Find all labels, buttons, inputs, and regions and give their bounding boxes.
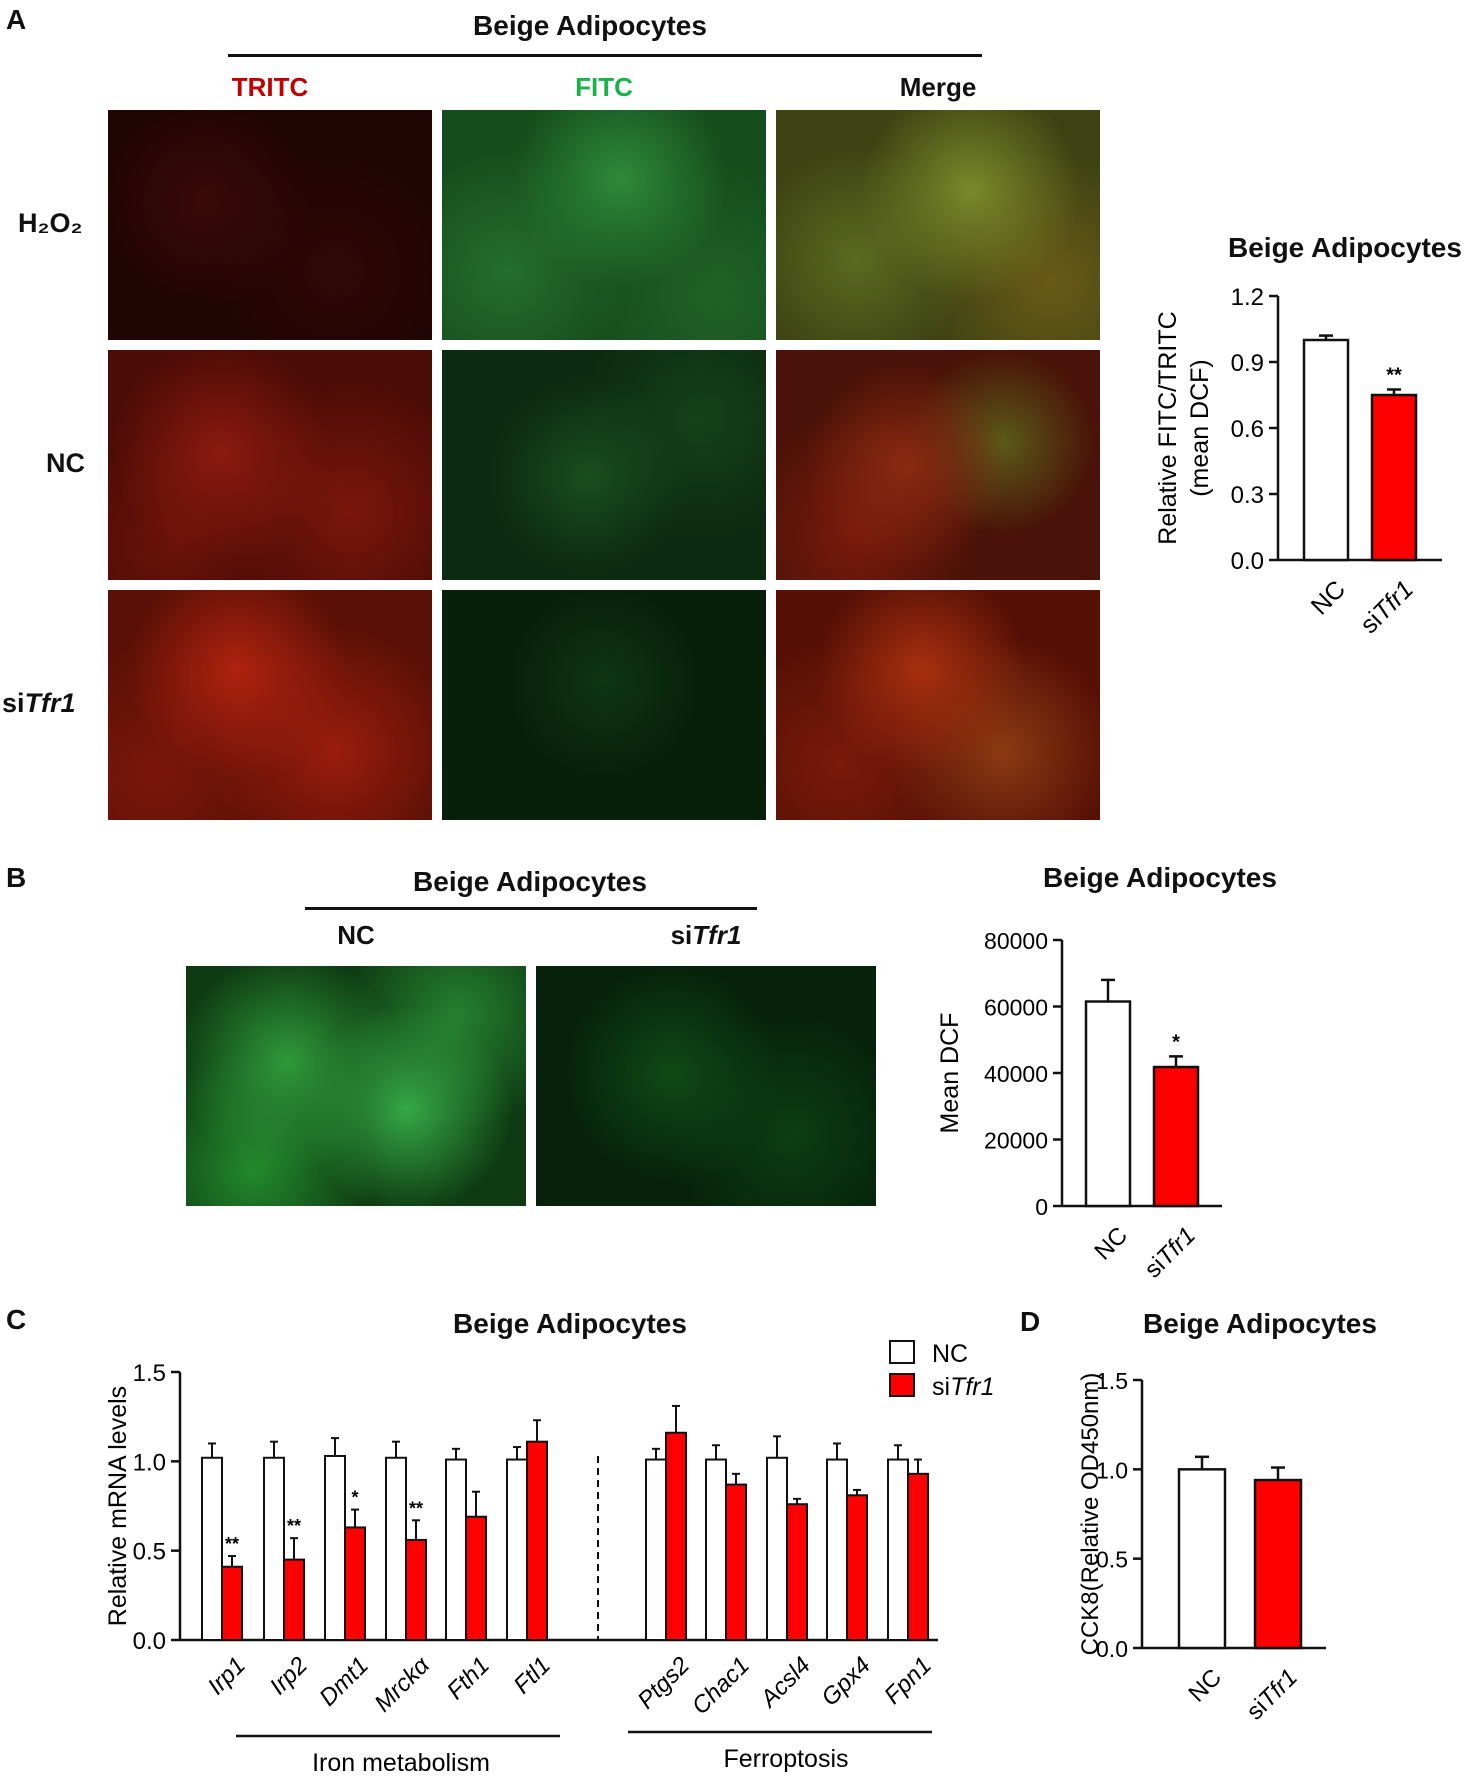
panel-d-letter: D <box>1020 1306 1041 1337</box>
chart-b-y-label: Mean DCF <box>936 1013 964 1134</box>
chart-c-bar-nc <box>201 1456 223 1642</box>
chart-a-y-tick-label: 0.9 <box>1231 350 1264 377</box>
chart-c-legend-label-sitfr1: siTfr1 <box>932 1373 995 1401</box>
chart-c-y-tick-label: 1.5 <box>133 1360 166 1387</box>
chart-d-y-label: CCK8(Relative OD450nm) <box>1077 1373 1104 1656</box>
chart-b-bar-nc <box>1084 1000 1132 1208</box>
micrograph-b-sitfr1 <box>536 966 876 1206</box>
chart-c-bar-sitfr1 <box>907 1472 929 1641</box>
chart-c-legend-label-nc: NC <box>932 1340 968 1368</box>
chart-d-bar-sitfr1 <box>1253 1478 1303 1650</box>
channel-label-merge: Merge <box>899 72 977 102</box>
channel-label-tritc: TRITC <box>231 72 309 102</box>
chart-d-bar-nc <box>1177 1468 1227 1650</box>
micrograph-sitfr1-merge <box>776 590 1100 820</box>
chart-b-significance: * <box>1172 1031 1180 1053</box>
chart-c-bar-sitfr1 <box>405 1538 427 1641</box>
chart-c-bar-sitfr1 <box>665 1431 687 1642</box>
chart-b-y-tick-label: 60000 <box>984 995 1048 1021</box>
channel-label-fitc: FITC <box>575 72 633 102</box>
chart-c-bar-sitfr1 <box>725 1483 747 1642</box>
micrograph-h2o2-fitc <box>442 110 766 340</box>
micrograph-sitfr1-tritc <box>108 590 432 820</box>
panel-b-group-title: Beige Adipocytes <box>413 866 647 897</box>
chart-c-group1-label: Iron metabolism <box>312 1749 490 1777</box>
chart-a-y-tick-label: 1.2 <box>1231 284 1264 311</box>
panel-b-col-label-nc: NC <box>337 920 375 950</box>
chart-c-bar-sitfr1 <box>786 1503 808 1642</box>
micrograph-nc-fitc <box>442 350 766 580</box>
panel-a-group-title: Beige Adipocytes <box>473 10 707 41</box>
chart-a-y-tick-label: 0.6 <box>1231 416 1264 443</box>
micrograph-b-nc <box>186 966 526 1206</box>
panel-a-letter: A <box>6 4 27 35</box>
chart-c-bar-sitfr1 <box>846 1494 868 1642</box>
panel-b-group-line <box>305 907 757 910</box>
chart-c-legend-swatch-sitfr1 <box>889 1373 915 1397</box>
chart-d-x-label: siTfr1 <box>1241 1664 1303 1726</box>
chart-b-bar-sitfr1 <box>1152 1065 1200 1208</box>
chart-a-significance: ** <box>1386 365 1402 387</box>
chart-b-y-tick-label: 20000 <box>984 1128 1048 1154</box>
panel-a-group-line <box>228 54 982 57</box>
chart-b-y-tick-label: 80000 <box>984 928 1048 954</box>
row-label-nc: NC <box>46 448 85 478</box>
chart-d-y-tick-label: 0.5 <box>1096 1547 1128 1573</box>
panel-a-chart-title: Beige Adipocytes <box>1228 232 1462 263</box>
chart-c-bar-nc <box>263 1456 285 1642</box>
chart-c-legend-swatch-nc <box>889 1340 915 1364</box>
chart-c-bar-sitfr1 <box>283 1558 305 1641</box>
panel-b-letter: B <box>6 862 27 893</box>
chart-c-significance: * <box>351 1488 358 1508</box>
chart-c-bar-sitfr1 <box>526 1440 548 1642</box>
panel-b-chart-title: Beige Adipocytes <box>1043 862 1277 893</box>
chart-c-y-tick-label: 0.0 <box>133 1628 166 1655</box>
row-label-h2o2: H₂O₂ <box>18 208 83 238</box>
chart-c-bar-sitfr1 <box>465 1515 487 1641</box>
chart-a-y-label-line2: (mean DCF) <box>1186 359 1214 497</box>
panel-c-title: Beige Adipocytes <box>453 1308 687 1339</box>
chart-a-y-label-line1: Relative FITC/TRITC <box>1154 311 1182 544</box>
micrograph-h2o2-tritc <box>108 110 432 340</box>
chart-c-bar-sitfr1 <box>344 1526 366 1641</box>
micrograph-nc-merge <box>776 350 1100 580</box>
chart-a-bar-sitfr1 <box>1370 393 1418 562</box>
chart-a-bar-nc <box>1302 338 1350 562</box>
chart-c-group2-label: Ferroptosis <box>723 1745 848 1773</box>
chart-c-significance: ** <box>409 1498 423 1518</box>
chart-d-y-tick-label: 0.0 <box>1096 1636 1128 1662</box>
chart-a-y-tick-label: 0.3 <box>1231 482 1264 509</box>
chart-b-y-tick-label: 40000 <box>984 1061 1048 1087</box>
chart-c-y-tick-label: 0.5 <box>133 1539 166 1566</box>
chart-c-bar-sitfr1 <box>221 1565 243 1642</box>
chart-c-significance: ** <box>225 1534 239 1554</box>
micrograph-nc-tritc <box>108 350 432 580</box>
chart-c-y-tick-label: 1.0 <box>133 1449 166 1476</box>
panel-c-letter: C <box>6 1304 27 1335</box>
row-label-sitfr1: siTfr1 <box>2 688 76 718</box>
chart-d-y-tick-label: 1.0 <box>1096 1457 1128 1483</box>
chart-b-y-tick-label: 0 <box>1035 1194 1048 1220</box>
micrograph-h2o2-merge <box>776 110 1100 340</box>
chart-a-y-tick-label: 0.0 <box>1231 548 1264 575</box>
chart-d-x-label: NC <box>1183 1664 1227 1708</box>
panel-d-title: Beige Adipocytes <box>1143 1308 1377 1339</box>
chart-d-y-tick-label: 1.5 <box>1096 1368 1128 1394</box>
panel-b-col-label-sitfr1: siTfr1 <box>670 920 742 950</box>
micrograph-sitfr1-fitc <box>442 590 766 820</box>
chart-c-significance: ** <box>287 1516 301 1536</box>
chart-c-y-label: Relative mRNA levels <box>104 1386 132 1626</box>
